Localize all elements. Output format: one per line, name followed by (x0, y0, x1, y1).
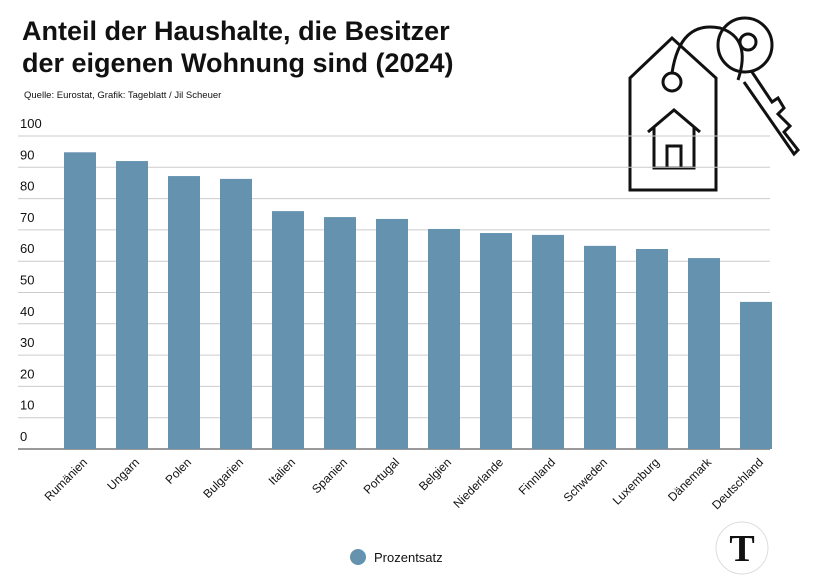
x-tick-label: Finnland (516, 455, 558, 497)
bar (220, 178, 252, 450)
y-tick-label: 60 (20, 241, 34, 256)
bar (636, 248, 668, 449)
x-tick-label: Bulgarien (200, 455, 246, 501)
y-tick-label: 40 (20, 304, 34, 319)
x-tick-label: Rumänien (42, 455, 91, 504)
x-tick-label: Ungarn (104, 455, 142, 493)
legend-label: Prozentsatz (374, 550, 443, 565)
bar (688, 258, 720, 449)
bar (740, 301, 772, 449)
x-tick-label: Luxemburg (610, 455, 662, 507)
bar (324, 217, 356, 449)
x-tick-label: Polen (163, 455, 195, 487)
x-tick-label: Belgien (416, 455, 454, 493)
y-tick-label: 100 (20, 116, 42, 131)
x-tick-label: Spanien (309, 455, 350, 496)
x-tick-label: Deutschland (709, 455, 766, 512)
y-tick-label: 10 (20, 398, 34, 413)
y-tick-label: 0 (20, 429, 27, 444)
bar (376, 218, 408, 449)
bar (532, 234, 564, 449)
bar (64, 152, 96, 449)
logo-text: T (729, 528, 754, 570)
y-tick-label: 80 (20, 179, 34, 194)
y-tick-label: 50 (20, 273, 34, 288)
chart-subtitle: Quelle: Eurostat, Grafik: Tageblatt / Ji… (24, 90, 221, 101)
legend-swatch (350, 549, 366, 565)
x-tick-label: Schweden (561, 455, 611, 505)
x-tick-label: Niederlande (450, 455, 506, 511)
y-tick-label: 20 (20, 366, 34, 381)
bar (428, 228, 460, 449)
logo: T (715, 521, 769, 575)
bar (116, 161, 148, 450)
y-tick-label: 30 (20, 335, 34, 350)
chart-title: Anteil der Haushalte, die Besitzer der ei… (22, 16, 454, 78)
x-tick-label: Dänemark (665, 455, 715, 505)
x-tick-label: Portugal (361, 455, 403, 497)
x-tick-label: Italien (266, 455, 299, 488)
key-icon (628, 16, 800, 192)
bar (168, 176, 200, 449)
bar (480, 233, 512, 449)
bar (584, 245, 616, 449)
y-tick-label: 70 (20, 210, 34, 225)
bar (272, 211, 304, 449)
y-tick-label: 90 (20, 147, 34, 162)
